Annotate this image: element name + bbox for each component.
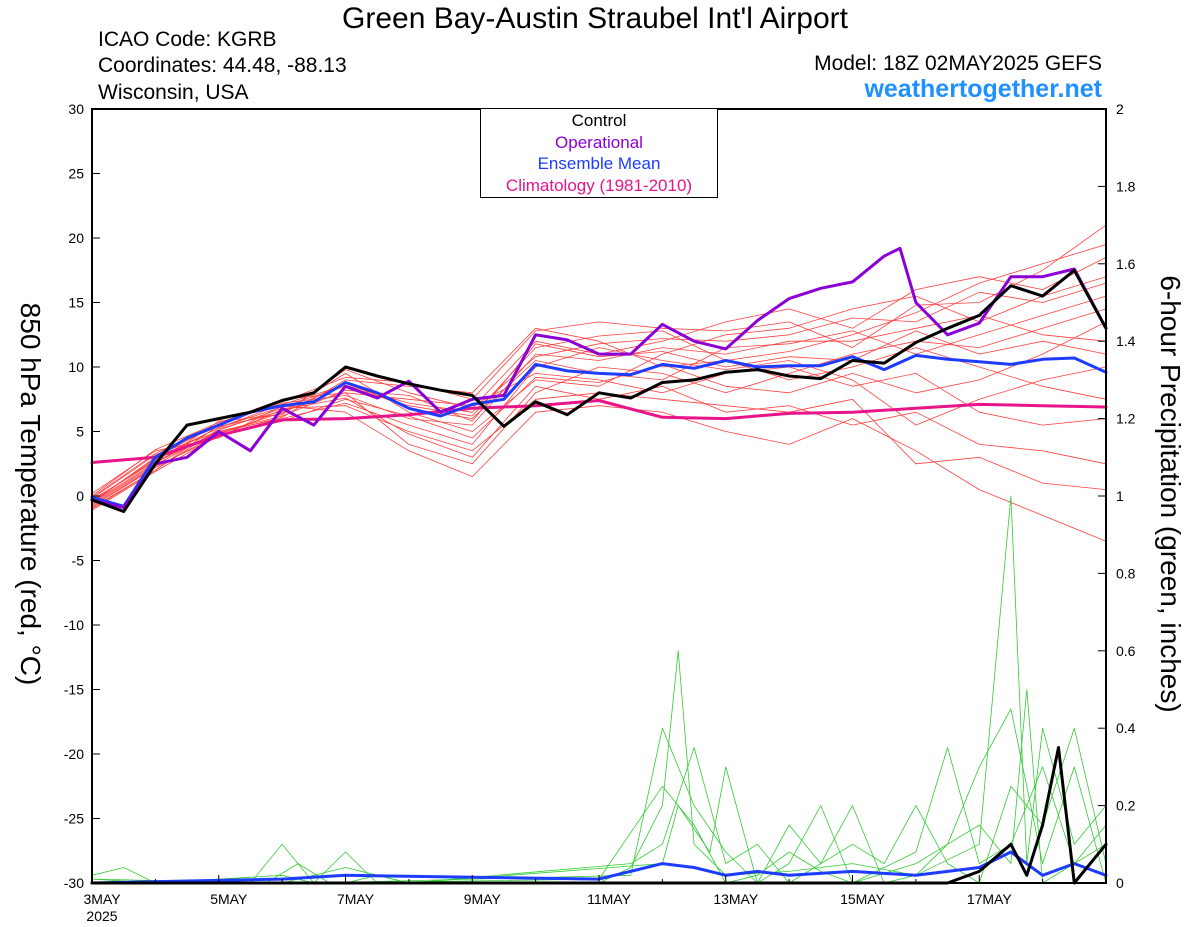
y-axis-right-label: 6-hour Precipitation (green, inches) [1155,275,1186,713]
y-left-tick-label: 25 [68,166,84,182]
icao-code: ICAO Code: KGRB [98,28,277,51]
x-tick-label: 3MAY [83,891,121,907]
y-left-tick-label: -25 [64,811,84,827]
x-tick-label: 9MAY [464,891,502,907]
y-left-tick-label: -30 [64,875,84,891]
control-temp-line [90,268,1108,513]
y-right-tick-label: 0.2 [1116,798,1136,814]
member-temp-lines [91,224,1107,542]
site-name[interactable]: weathertogether.net [864,75,1102,103]
legend-operational: Operational [555,132,643,152]
model-run: Model: 18Z 02MAY2025 GEFS [814,52,1102,75]
x-tick-label: 5MAY [210,891,248,907]
member-temp-line [91,366,1107,508]
y-left-tick-label: 20 [68,230,84,246]
x-tick-sublabel: 2025 [86,908,117,924]
member-temp-line [91,308,1107,510]
coordinates: Coordinates: 44.48, -88.13 [98,54,347,77]
y-right-tick-label: 0.4 [1116,720,1136,736]
y-right-tick-label: 1.4 [1116,333,1136,349]
y-left-tick-label: -10 [64,617,84,633]
member-temp-line [91,244,1107,502]
legend: Control Operational Ensemble Mean Climat… [480,108,718,198]
y-axis-left-label: 850 hPa Temperature (red, °C) [15,302,46,686]
plot-frame [91,108,1107,884]
member-precip-lines [91,495,1107,884]
member-temp-line [91,330,1107,503]
chart-title: Green Bay-Austin Straubel Int'l Airport [342,2,848,35]
control-precip-line [90,746,1108,885]
axes: 302520151050-5-10-15-20-25-3021.81.61.41… [64,101,1136,924]
y-left-tick-label: -15 [64,682,84,698]
member-precip-line [91,495,1107,884]
x-tick-label: 17MAY [967,891,1013,907]
member-precip-line [91,689,1107,884]
climatology-line [90,399,1108,464]
legend-ensemble-mean: Ensemble Mean [537,154,661,173]
member-precip-line [91,747,1107,884]
legend-climatology: Climatology (1981-2010) [505,175,693,195]
y-right-tick-label: 0.6 [1116,643,1136,659]
y-left-tick-label: 10 [68,359,84,375]
ensemble-mean-temp-line [90,353,1108,508]
y-right-tick-label: 1.2 [1116,411,1136,427]
y-right-tick-label: 1.8 [1116,178,1136,194]
y-left-tick-label: -20 [64,746,84,762]
y-right-tick-label: 0.8 [1116,565,1136,581]
y-right-tick-label: 2 [1116,101,1124,117]
member-temp-line [91,405,1107,542]
y-left-tick-label: -5 [72,553,85,569]
x-tick-label: 11MAY [587,891,631,907]
y-left-tick-label: 0 [76,488,84,504]
member-temp-line [91,347,1107,499]
y-left-tick-label: 5 [76,424,84,440]
member-temp-line [91,282,1107,502]
y-right-tick-label: 1.6 [1116,256,1136,272]
member-temp-line [91,276,1107,507]
legend-control: Control [571,111,627,130]
y-left-tick-label: 15 [68,295,84,311]
member-temp-line [91,327,1107,501]
operational-temp-line [90,246,1108,510]
member-temp-line [91,257,1107,505]
y-left-tick-label: 30 [68,101,84,117]
y-right-tick-label: 0 [1116,875,1124,891]
x-tick-label: 15MAY [840,891,886,907]
x-tick-label: 7MAY [337,891,375,907]
member-precip-line [91,727,1107,884]
x-tick-label: 13MAY [713,891,759,907]
y-right-tick-label: 1 [1116,488,1124,504]
region: Wisconsin, USA [98,81,249,104]
